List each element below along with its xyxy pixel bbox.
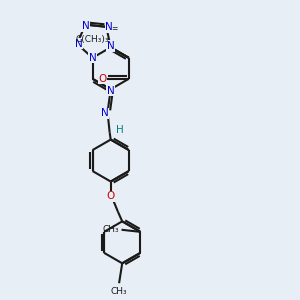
Text: H: H [116, 125, 124, 135]
Text: N: N [101, 109, 109, 118]
Text: N: N [105, 22, 113, 32]
Text: N: N [74, 39, 82, 49]
Text: C(CH₃)₃: C(CH₃)₃ [75, 35, 109, 44]
Text: N: N [82, 21, 89, 31]
Text: =: = [111, 24, 117, 33]
Text: N: N [107, 41, 115, 51]
Text: N: N [89, 53, 96, 63]
Text: O: O [98, 74, 106, 84]
Text: N: N [107, 86, 115, 96]
Text: CH₃: CH₃ [111, 287, 128, 296]
Text: O: O [106, 191, 115, 201]
Text: CH₃: CH₃ [103, 225, 119, 234]
